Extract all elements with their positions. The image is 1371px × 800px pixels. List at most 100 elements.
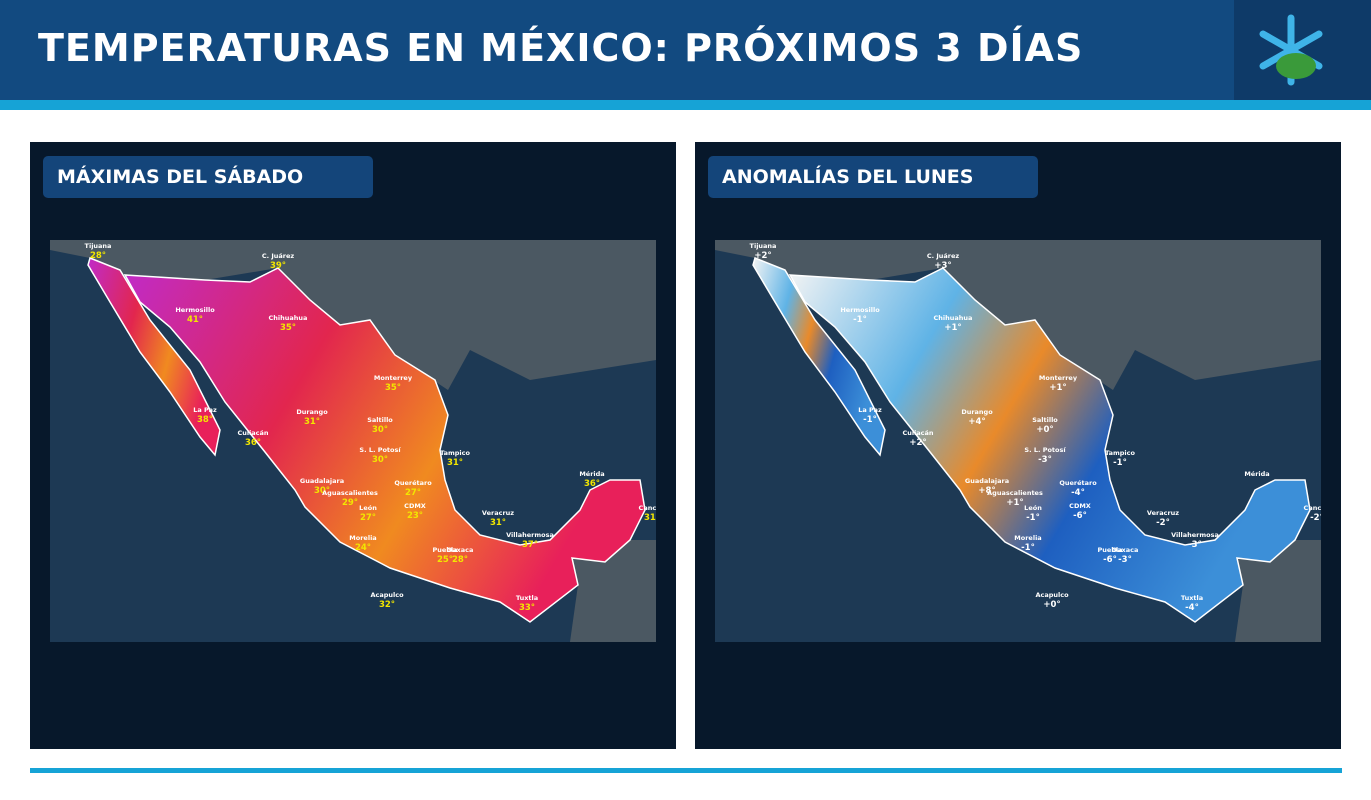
city-name: Mérida	[579, 470, 604, 478]
city-value: 23°	[407, 511, 423, 521]
city-name: Cancún	[639, 504, 656, 512]
panel-title: MÁXIMAS DEL SÁBADO	[43, 156, 373, 198]
city-name: Morelia	[349, 534, 376, 542]
city-name: León	[359, 504, 377, 512]
city-name: C. Juárez	[927, 252, 960, 260]
city-value: 28°	[452, 555, 468, 565]
city-value: 27°	[360, 513, 376, 523]
city-value: 35°	[385, 383, 401, 393]
city-value: 36°	[245, 438, 261, 448]
city-value: 30°	[372, 455, 388, 465]
central-america	[1235, 540, 1321, 642]
usa-land	[715, 240, 1321, 390]
city-name: Acapulco	[370, 591, 404, 599]
city-value: 30°	[314, 486, 330, 496]
city-value: 29°	[342, 498, 358, 508]
central-america	[570, 540, 656, 642]
city-value: -3°	[1038, 455, 1052, 465]
city-name: Guadalajara	[965, 477, 1009, 485]
city-name: Tuxtla	[516, 594, 538, 602]
city-value: 31°	[644, 513, 656, 523]
city-name: Oaxaca	[1112, 546, 1139, 554]
city-name: Tuxtla	[1181, 594, 1203, 602]
city-name: Veracruz	[1147, 509, 1179, 517]
city-name: Hermosillo	[175, 306, 215, 314]
usa-land	[50, 240, 656, 390]
city-name: Querétaro	[394, 479, 432, 487]
panel-title: ANOMALÍAS DEL LUNES	[708, 156, 1038, 198]
city-value: -4°	[1185, 603, 1199, 613]
city-value: 31°	[304, 417, 320, 427]
city-value: +8°	[978, 486, 995, 496]
city-value: -1°	[863, 415, 877, 425]
city-value: 28°	[90, 251, 106, 261]
city-name: Tampico	[1105, 449, 1135, 457]
city-name: Culiacán	[237, 429, 268, 437]
city-value: +1°	[1006, 498, 1023, 508]
city-name: León	[1024, 504, 1042, 512]
city-value: +2°	[754, 251, 771, 261]
city-value: +4°	[968, 417, 985, 427]
city-value: 32°	[379, 600, 395, 610]
city-name: Tampico	[440, 449, 470, 457]
baja-land	[87, 256, 221, 457]
city-value: +1°	[944, 323, 961, 333]
city-value: -2°	[1156, 518, 1170, 528]
city-value: 36°	[584, 479, 600, 489]
city-value: 25°	[437, 555, 453, 565]
city-name: Saltillo	[367, 416, 393, 424]
city-value: +0°	[1043, 600, 1060, 610]
city-name: Tijuana	[750, 242, 777, 250]
city-name: Puebla	[432, 546, 457, 554]
map: Tijuana+2° C. Juárez+3°Hermosillo-1° Chihu…	[715, 240, 1321, 642]
city-value: 27°	[405, 488, 421, 498]
city-value: -2°	[1310, 513, 1321, 523]
city-name: S. L. Potosí	[359, 446, 401, 454]
city-name: Cancún	[1304, 504, 1321, 512]
city-name: Durango	[961, 408, 993, 416]
city-name: Puebla	[1097, 546, 1122, 554]
city-name: Durango	[296, 408, 328, 416]
city-name: Veracruz	[482, 509, 514, 517]
header-stripe	[0, 100, 1371, 110]
city-name: Tijuana	[85, 242, 112, 250]
city-value: 30°	[372, 425, 388, 435]
city-name: Hermosillo	[840, 306, 880, 314]
city-value: 31°	[490, 518, 506, 528]
baja-land	[752, 256, 886, 457]
city-name: CDMX	[404, 502, 426, 510]
city-name: Chihuahua	[934, 314, 973, 322]
city-value: 33°	[519, 603, 535, 613]
city-name: Monterrey	[374, 374, 413, 382]
city-name: Acapulco	[1035, 591, 1069, 599]
city-value: -1°	[853, 315, 867, 325]
city-value: 39°	[270, 261, 286, 271]
city-value: 41°	[187, 315, 203, 325]
city-name: Morelia	[1014, 534, 1041, 542]
mexico-land	[123, 267, 646, 623]
header: TEMPERATURAS EN MÉXICO: PRÓXIMOS 3 DÍAS	[0, 0, 1371, 100]
page-title: TEMPERATURAS EN MÉXICO: PRÓXIMOS 3 DÍAS	[38, 26, 1084, 70]
footer-line	[30, 768, 1342, 773]
panel: MÁXIMAS DEL SÁBADO Tijuana 28° C. Juárez 39…	[30, 142, 676, 749]
city-name: Villahermosa	[1171, 531, 1219, 539]
city-value: +2°	[909, 438, 926, 448]
city-name: Oaxaca	[447, 546, 474, 554]
city-name: Querétaro	[1059, 479, 1097, 487]
city-name: Chihuahua	[269, 314, 308, 322]
city-name: Aguascalientes	[987, 489, 1043, 497]
city-name: Aguascalientes	[322, 489, 378, 497]
logo	[1234, 0, 1371, 100]
logo-icon	[1259, 14, 1323, 86]
city-value: 37°	[522, 540, 538, 550]
city-value: -3°	[1188, 540, 1202, 550]
panel: ANOMALÍAS DEL LUNES Tijuana +2° C. Juárez +…	[695, 142, 1341, 749]
city-value: -1°	[1021, 543, 1035, 553]
mexico-land	[788, 267, 1311, 623]
city-name: C. Juárez	[262, 252, 295, 260]
city-value: -3°	[1118, 555, 1132, 565]
city-name: Monterrey	[1039, 374, 1078, 382]
city-name: CDMX	[1069, 502, 1091, 510]
